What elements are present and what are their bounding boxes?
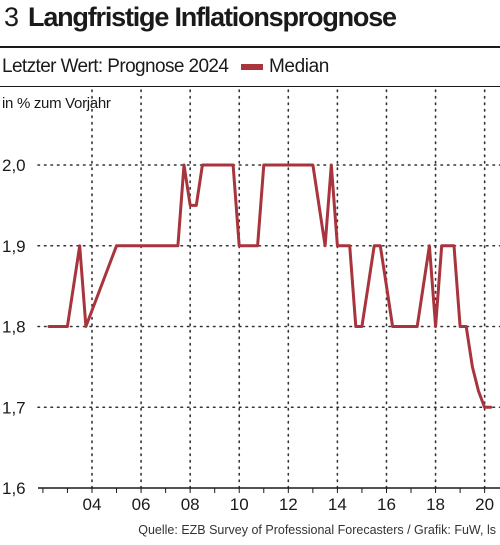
x-tick-label: 12 <box>279 495 298 514</box>
chart-title-row: 3 Langfristige Inflationsprognose <box>4 2 397 42</box>
x-tick-label: 20 <box>475 495 494 514</box>
y-tick-label: 2,0 <box>2 156 26 175</box>
legend: Median <box>241 56 329 78</box>
y-tick-label: 1,9 <box>2 237 26 256</box>
legend-label: Median <box>269 56 329 77</box>
chart-subtitle: Letzter Wert: Prognose 2024 <box>2 56 229 77</box>
x-tick-label: 14 <box>328 495 347 514</box>
series-line-median <box>47 163 493 409</box>
figure-number: 3 <box>4 2 19 32</box>
chart-title: Langfristige Inflationsprognose <box>28 2 397 32</box>
x-tick-label: 18 <box>426 495 445 514</box>
x-tick-label: 16 <box>377 495 396 514</box>
y-axis-unit-label: in % zum Vorjahr <box>2 95 111 112</box>
x-tick-label: 08 <box>181 495 200 514</box>
series-layer <box>47 163 493 409</box>
x-tick-label: 04 <box>83 495 102 514</box>
subtitle-divider <box>0 86 500 87</box>
source-note: Quelle: EZB Survey of Professional Forec… <box>138 523 496 537</box>
grid <box>37 89 500 489</box>
title-divider <box>0 46 500 48</box>
y-tick-label: 1,8 <box>2 318 26 337</box>
y-tick-label: 1,7 <box>2 398 26 417</box>
x-tick-label: 10 <box>230 495 249 514</box>
x-axis <box>38 487 500 493</box>
legend-swatch <box>241 64 263 70</box>
y-tick-label: 1,6 <box>2 479 26 498</box>
y-tick-labels: 1,6 1,7 1,8 1,9 2,0 <box>2 156 26 498</box>
x-tick-label: 06 <box>132 495 151 514</box>
x-tick-labels: 04 06 08 10 12 14 16 18 20 <box>83 495 495 514</box>
